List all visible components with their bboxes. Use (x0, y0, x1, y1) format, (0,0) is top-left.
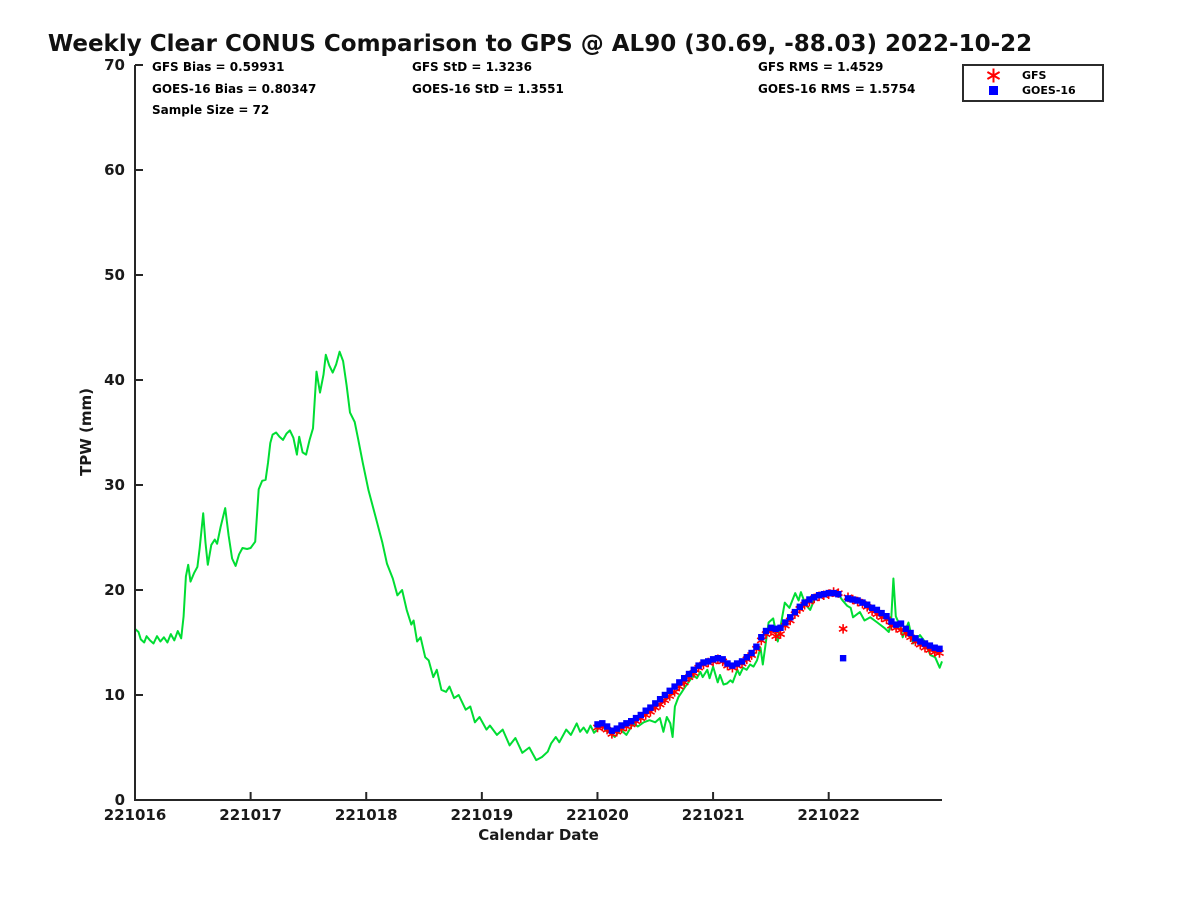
gps-line (134, 350, 943, 762)
x-tick-label: 221018 (334, 806, 398, 824)
y-tick-label: 50 (104, 266, 125, 284)
y-tick-label: 10 (104, 686, 125, 704)
legend-label-gfs: GFS (1022, 69, 1047, 82)
gfs-asterisk-icon (964, 67, 1022, 84)
y-tick-label: 40 (104, 371, 125, 389)
x-tick-label: 221021 (681, 806, 745, 824)
stat-goes16-bias: GOES-16 Bias = 0.80347 (152, 82, 317, 96)
y-tick-label: 60 (104, 161, 125, 179)
x-tick-label: 221019 (450, 806, 514, 824)
y-tick-label: 70 (104, 56, 125, 74)
axes-spines (134, 65, 942, 801)
x-tick-label: 221016 (103, 806, 167, 824)
legend: GFS GOES-16 (962, 64, 1104, 102)
legend-row-gfs: GFS (964, 68, 1102, 83)
stat-goes16-rms: GOES-16 RMS = 1.5754 (758, 82, 916, 96)
stat-gfs-std: GFS StD = 1.3236 (412, 60, 532, 74)
stat-gfs-bias: GFS Bias = 0.59931 (152, 60, 285, 74)
y-tick-label: 30 (104, 476, 125, 494)
stat-sample-size: Sample Size = 72 (152, 103, 270, 117)
stat-gfs-rms: GFS RMS = 1.4529 (758, 60, 884, 74)
goes16-markers (594, 589, 943, 734)
stat-goes16-std: GOES-16 StD = 1.3551 (412, 82, 564, 96)
x-tick-label: 221017 (219, 806, 282, 824)
y-tick-label: 0 (114, 791, 125, 809)
x-tick-label: 221022 (797, 806, 860, 824)
x-axis-label: Calendar Date (478, 826, 599, 844)
legend-label-goes16: GOES-16 (1022, 84, 1076, 97)
y-tick-label: 20 (104, 581, 125, 599)
x-tick-label: 221020 (566, 806, 629, 824)
chart-title: Weekly Clear CONUS Comparison to GPS @ A… (47, 31, 1033, 57)
goes16-square-icon (964, 82, 1022, 99)
legend-row-goes16: GOES-16 (964, 83, 1102, 98)
